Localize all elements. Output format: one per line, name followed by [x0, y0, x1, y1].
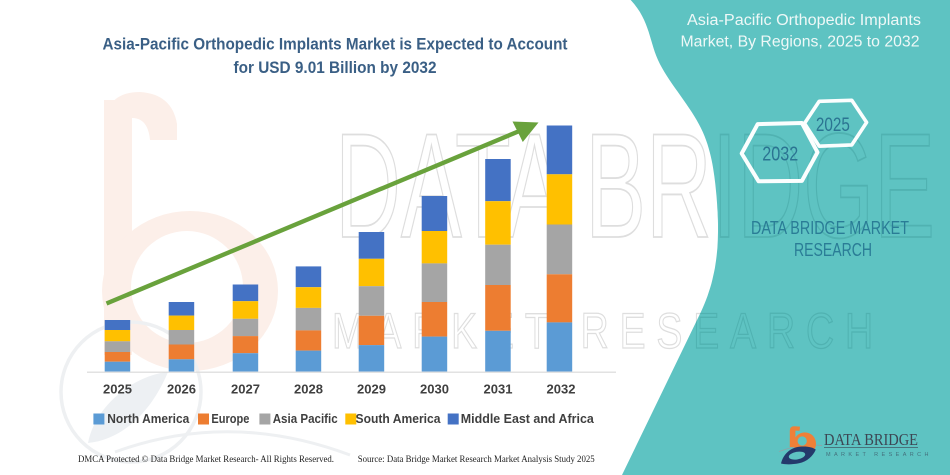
svg-text:MARKET RESEARCH: MARKET RESEARCH [826, 452, 932, 458]
svg-text:South America: South America [356, 411, 442, 426]
svg-text:for USD 9.01 Billion by 2032: for USD 9.01 Billion by 2032 [234, 59, 437, 77]
svg-text:RESEARCH: RESEARCH [794, 239, 872, 260]
svg-text:2025: 2025 [816, 115, 850, 136]
svg-text:2029: 2029 [357, 381, 386, 396]
svg-text:2028: 2028 [294, 381, 323, 396]
svg-text:Source: Data Bridge Market Res: Source: Data Bridge Market Research Mark… [358, 455, 595, 465]
svg-text:MARKET RESEARCH: MARKET RESEARCH [332, 303, 884, 359]
svg-text:Middle East and Africa: Middle East and Africa [461, 411, 595, 426]
svg-text:Asia-Pacific Orthopedic Implan: Asia-Pacific Orthopedic Implants [687, 12, 921, 29]
svg-text:2032: 2032 [547, 381, 576, 396]
svg-text:2025: 2025 [103, 381, 132, 396]
svg-text:DATA BRIDGE MARKET: DATA BRIDGE MARKET [751, 217, 909, 238]
svg-text:2032: 2032 [762, 143, 798, 165]
svg-text:Europe: Europe [211, 411, 249, 426]
svg-text:2031: 2031 [484, 381, 513, 396]
svg-text:Asia Pacific: Asia Pacific [273, 411, 338, 426]
svg-text:2030: 2030 [420, 381, 449, 396]
svg-text:North America: North America [107, 411, 190, 426]
svg-text:Asia-Pacific Orthopedic Implan: Asia-Pacific Orthopedic Implants Market … [103, 36, 568, 54]
svg-text:2026: 2026 [167, 381, 196, 396]
svg-text:DATA BRIDGE: DATA BRIDGE [824, 430, 918, 449]
svg-text:2027: 2027 [231, 381, 260, 396]
svg-text:DMCA Protected © Data Bridge M: DMCA Protected © Data Bridge Market Rese… [78, 454, 334, 465]
svg-text:Market, By Regions, 2025 to 20: Market, By Regions, 2025 to 2032 [681, 34, 920, 51]
